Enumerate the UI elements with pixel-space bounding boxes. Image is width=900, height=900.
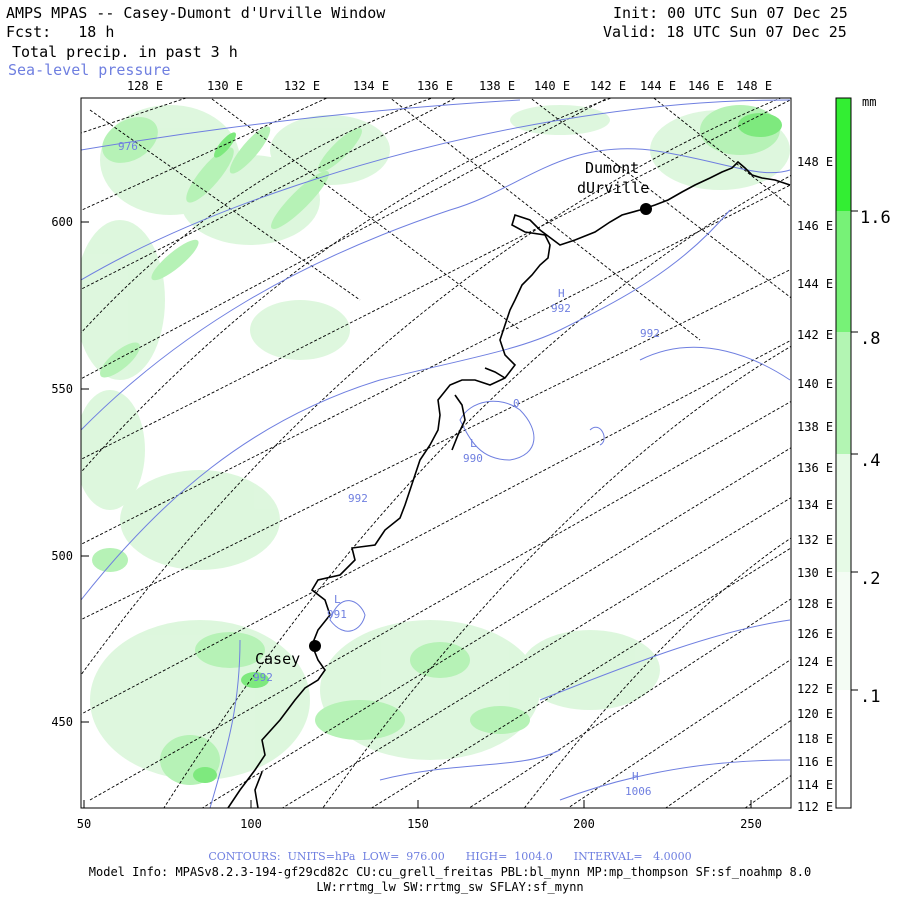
field-label-slp: Sea-level pressure (8, 61, 171, 79)
colorbar-label: .1 (860, 687, 880, 707)
lon-label: 142 E (797, 328, 833, 342)
model-info-2: LW:rrtmg_lw SW:rrtmg_sw SFLAY:sf_mynn (316, 880, 584, 894)
lon-label: 140 E (534, 79, 570, 93)
lon-label: 134 E (353, 79, 389, 93)
colorbar-segment (836, 98, 851, 211)
model-info: Model Info: MPASv8.2.3-194-gf29cd82c CU:… (88, 865, 812, 879)
left-axis-labels: 600 550 500 450 (51, 215, 73, 729)
colorbar-unit: mm (862, 95, 876, 109)
lon-label: 136 E (417, 79, 453, 93)
lon-label: 122 E (797, 682, 833, 696)
x-tick-label: 200 (573, 817, 595, 831)
dumont-label-2: dUrville (577, 179, 649, 197)
contour-label: L (334, 593, 341, 606)
lon-label: 138 E (797, 420, 833, 434)
lon-label: 144 E (797, 277, 833, 291)
contour-label: 992 (253, 671, 273, 684)
contour-label: 976 (118, 140, 138, 153)
lon-label: 130 E (797, 566, 833, 580)
colorbar-label: 1.6 (860, 208, 891, 228)
bottom-axis-labels: 50 100 150 200 250 (77, 817, 762, 831)
bottom-axis-ticks (83, 800, 752, 808)
colorbar-segment (836, 572, 851, 690)
contour-label: 991 (327, 608, 347, 621)
colorbar-label: .4 (860, 451, 880, 471)
lon-label: 128 E (797, 597, 833, 611)
precip-shading (81, 105, 790, 785)
contour-label: 0 (513, 397, 520, 410)
y-tick-label: 600 (51, 215, 73, 229)
contour-label: L (470, 437, 477, 450)
lon-label: 148 E (736, 79, 772, 93)
casey-label: Casey (255, 650, 300, 668)
lon-label: 118 E (797, 732, 833, 746)
colorbar-label: .2 (860, 569, 880, 589)
lon-label: 138 E (479, 79, 515, 93)
casey-marker (309, 640, 321, 652)
contour-label: 1006 (625, 785, 652, 798)
y-tick-label: 500 (51, 549, 73, 563)
lon-label: 142 E (590, 79, 626, 93)
contour-labels: 976 H 992 992 0 L 990 992 L 991 992 H 10… (118, 140, 660, 798)
lon-label: 114 E (797, 778, 833, 792)
lon-label: 140 E (797, 377, 833, 391)
contour-label: H (632, 770, 639, 783)
right-longitude-labels: 148 E 146 E 144 E 142 E 140 E 138 E 136 … (797, 155, 833, 814)
left-axis-ticks (81, 221, 89, 723)
contour-label: 992 (348, 492, 368, 505)
dumont-label-1: Dumont (585, 159, 639, 177)
y-tick-label: 450 (51, 715, 73, 729)
lon-label: 126 E (797, 627, 833, 641)
colorbar-segment (836, 690, 851, 808)
lon-label: 146 E (797, 219, 833, 233)
lon-label: 116 E (797, 755, 833, 769)
lon-label: 130 E (207, 79, 243, 93)
x-tick-label: 250 (740, 817, 762, 831)
contour-label: 990 (463, 452, 483, 465)
dumont-durville-marker (640, 203, 652, 215)
contour-label: H (558, 287, 565, 300)
field-label-precip: Total precip. in past 3 h (12, 43, 238, 61)
lon-label: 112 E (797, 800, 833, 814)
lon-label: 128 E (127, 79, 163, 93)
lon-label: 132 E (284, 79, 320, 93)
colorbar-segment (836, 454, 851, 572)
x-tick-label: 150 (407, 817, 429, 831)
plot-frame (80, 97, 792, 809)
contour-label: 992 (640, 327, 660, 340)
colorbar-segment (836, 211, 851, 332)
graticule (81, 98, 791, 808)
x-tick-label: 50 (77, 817, 91, 831)
x-tick-label: 100 (240, 817, 262, 831)
valid-time: Valid: 18 UTC Sun 07 Dec 25 (603, 23, 847, 41)
lon-label: 136 E (797, 461, 833, 475)
lon-label: 120 E (797, 707, 833, 721)
coastline (227, 160, 791, 808)
map-title: AMPS MPAS -- Casey-Dumont d'Urville Wind… (6, 4, 386, 22)
colorbar-label: .8 (860, 329, 880, 349)
colorbar: mm 1.6 .8 .4 .2 .1 (835, 95, 891, 809)
lon-label: 124 E (797, 655, 833, 669)
contour-label: 992 (551, 302, 571, 315)
lon-label: 134 E (797, 498, 833, 512)
init-time: Init: 00 UTC Sun 07 Dec 25 (613, 4, 848, 22)
colorbar-segment (836, 332, 851, 454)
lon-label: 144 E (640, 79, 676, 93)
forecast-hour: Fcst: 18 h (6, 23, 115, 41)
lon-label: 132 E (797, 533, 833, 547)
contour-info: CONTOURS: UNITS=hPa LOW= 976.00 HIGH= 10… (208, 850, 692, 863)
lon-label: 146 E (688, 79, 724, 93)
pressure-contours (81, 99, 791, 808)
top-longitude-labels: 128 E 130 E 132 E 134 E 136 E 138 E 140 … (127, 79, 772, 93)
colorbar-frame (835, 97, 852, 809)
lon-label: 148 E (797, 155, 833, 169)
y-tick-label: 550 (51, 382, 73, 396)
